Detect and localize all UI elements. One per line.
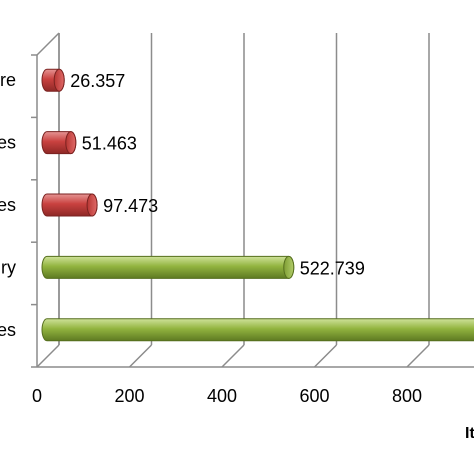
gridline-floor-400 — [221, 344, 245, 368]
x-tick-label-3: 600 — [299, 386, 329, 406]
bar-cap-2 — [86, 193, 98, 217]
x-tick-label-2: 400 — [207, 386, 237, 406]
data-label-1: 51.463 — [82, 134, 137, 154]
data-label-3: 522.739 — [300, 258, 365, 278]
gridline-floor-800 — [406, 344, 430, 368]
data-label-0: 26.357 — [70, 71, 125, 91]
bar-cap-1 — [65, 131, 77, 155]
category-label-1: es — [0, 133, 16, 153]
data-label-2: 97.473 — [103, 196, 158, 216]
bar-0 — [41, 68, 65, 92]
gridline-floor-600 — [313, 344, 338, 368]
category-label-2: es — [0, 195, 16, 215]
left-wall-top — [36, 32, 60, 56]
category-label-3: ry — [1, 257, 16, 277]
category-label-0: re — [0, 70, 16, 90]
bar-3 — [41, 255, 295, 279]
bar-body-3 — [41, 255, 295, 279]
category-label-4: es — [0, 320, 16, 340]
bar-cap-3 — [283, 255, 295, 279]
bar-4 — [41, 318, 474, 342]
x-tick-label-1: 200 — [114, 386, 144, 406]
gridline-floor-200 — [128, 344, 153, 368]
bar-1 — [41, 131, 77, 155]
labels: 0 200 400 600 800 It re 26.357 es 51.463 es 97.473 r… — [0, 70, 474, 442]
gridline-floor-0 — [36, 344, 60, 368]
bar-body-4 — [41, 318, 474, 342]
x-tick-label-4: 800 — [392, 386, 422, 406]
bar-cap-0 — [53, 68, 65, 92]
x-tick-label-0: 0 — [32, 386, 42, 406]
bar-2 — [41, 193, 98, 217]
x-axis-title: It — [465, 425, 474, 442]
bars — [41, 68, 474, 342]
gridlines — [36, 33, 430, 368]
